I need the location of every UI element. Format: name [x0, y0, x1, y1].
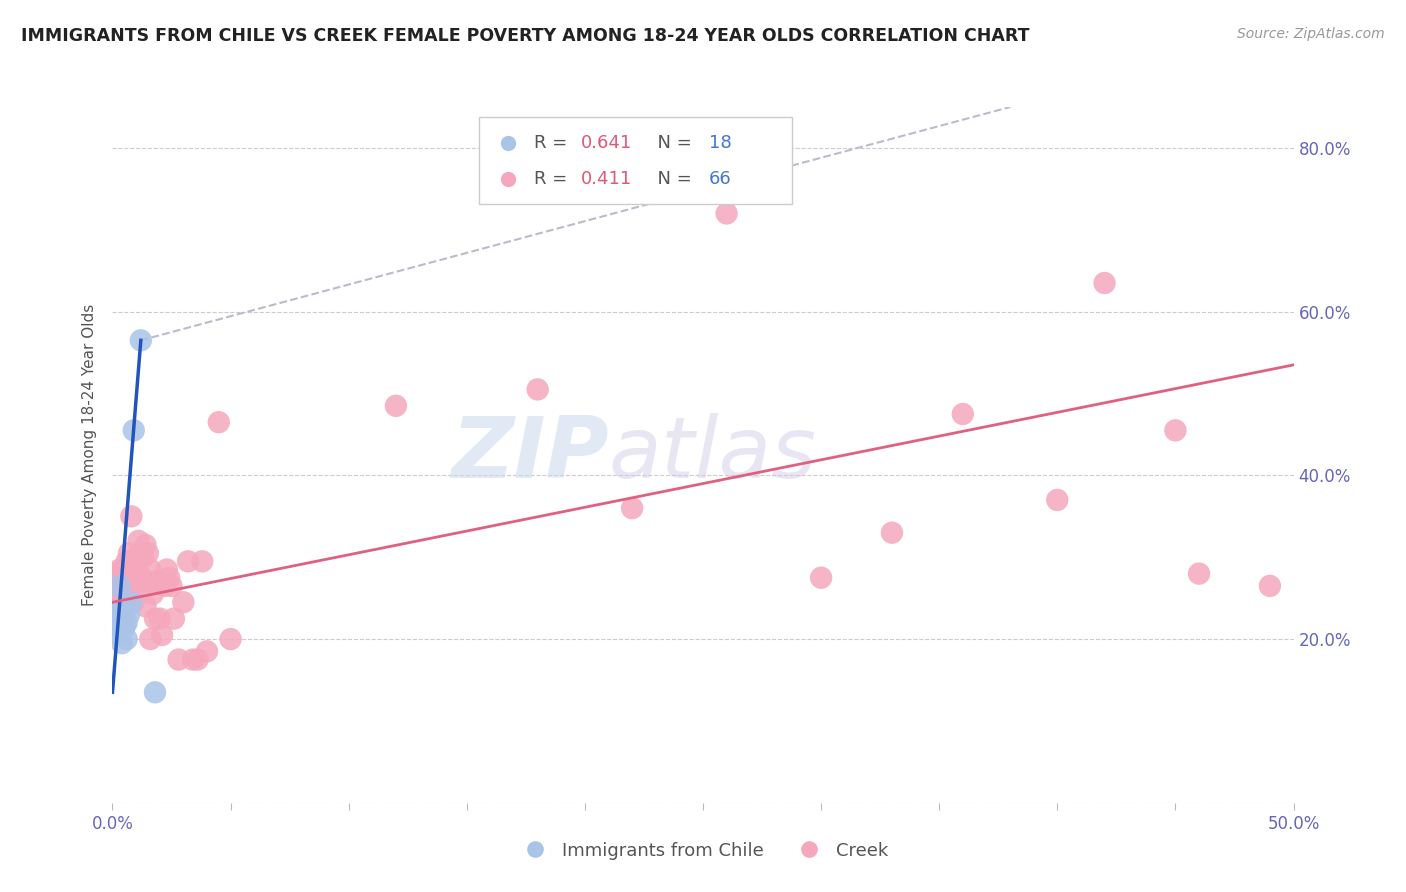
Point — [111, 615, 134, 630]
Point — [132, 550, 155, 565]
Point — [1188, 566, 1211, 581]
Point — [118, 607, 141, 622]
Point — [112, 607, 135, 622]
Point — [172, 595, 194, 609]
Point — [115, 615, 138, 630]
Point — [125, 574, 148, 589]
Point — [129, 546, 152, 560]
Point — [160, 579, 183, 593]
Point — [111, 595, 134, 609]
Point — [143, 612, 166, 626]
Point — [129, 334, 152, 348]
Point — [122, 423, 145, 437]
Point — [120, 595, 142, 609]
Text: 18: 18 — [709, 134, 731, 152]
Point — [115, 574, 138, 589]
Point — [208, 415, 231, 429]
Point — [118, 546, 141, 560]
Point — [136, 546, 159, 560]
Point — [120, 587, 142, 601]
Point — [108, 587, 131, 601]
Point — [153, 579, 176, 593]
Point — [1258, 579, 1281, 593]
Point — [135, 538, 157, 552]
Point — [115, 554, 138, 568]
Point — [108, 562, 131, 576]
Point — [139, 562, 162, 576]
Point — [880, 525, 903, 540]
Point — [163, 612, 186, 626]
Point — [150, 628, 173, 642]
Point — [125, 550, 148, 565]
FancyBboxPatch shape — [478, 118, 792, 204]
Text: R =: R = — [534, 134, 574, 152]
Point — [104, 587, 127, 601]
Point — [104, 603, 127, 617]
Point — [105, 612, 128, 626]
Point — [115, 595, 138, 609]
Point — [621, 501, 644, 516]
Point — [157, 571, 180, 585]
Text: N =: N = — [647, 134, 697, 152]
Text: IMMIGRANTS FROM CHILE VS CREEK FEMALE POVERTY AMONG 18-24 YEAR OLDS CORRELATION : IMMIGRANTS FROM CHILE VS CREEK FEMALE PO… — [21, 27, 1029, 45]
Point — [127, 566, 149, 581]
Point — [118, 591, 141, 606]
Text: atlas: atlas — [609, 413, 817, 497]
Point — [120, 562, 142, 576]
Point — [385, 399, 408, 413]
Text: 0.641: 0.641 — [581, 134, 633, 152]
Point — [105, 566, 128, 581]
Legend: Immigrants from Chile, Creek: Immigrants from Chile, Creek — [510, 834, 896, 867]
Text: N =: N = — [647, 170, 697, 188]
Y-axis label: Female Poverty Among 18-24 Year Olds: Female Poverty Among 18-24 Year Olds — [82, 304, 97, 606]
Text: 66: 66 — [709, 170, 731, 188]
Point — [1046, 492, 1069, 507]
Point — [108, 628, 131, 642]
Point — [810, 571, 832, 585]
Point — [167, 652, 190, 666]
Text: ZIP: ZIP — [451, 413, 609, 497]
Point — [132, 574, 155, 589]
Point — [195, 644, 218, 658]
Point — [111, 636, 134, 650]
Point — [952, 407, 974, 421]
Point — [115, 632, 138, 646]
Point — [120, 509, 142, 524]
Point — [108, 579, 131, 593]
Point — [122, 562, 145, 576]
Text: R =: R = — [534, 170, 574, 188]
Point — [181, 652, 204, 666]
Point — [112, 587, 135, 601]
Point — [1094, 276, 1116, 290]
Point — [136, 574, 159, 589]
Point — [139, 632, 162, 646]
Point — [112, 603, 135, 617]
Text: Source: ZipAtlas.com: Source: ZipAtlas.com — [1237, 27, 1385, 41]
Point — [142, 587, 165, 601]
Point — [191, 554, 214, 568]
Point — [526, 383, 548, 397]
Point — [105, 591, 128, 606]
Point — [112, 620, 135, 634]
Point — [129, 571, 152, 585]
Point — [177, 554, 200, 568]
Point — [111, 624, 134, 638]
Point — [105, 620, 128, 634]
Point — [112, 620, 135, 634]
Point — [118, 571, 141, 585]
Point — [186, 652, 208, 666]
Point — [135, 599, 157, 614]
Point — [143, 685, 166, 699]
Point — [127, 533, 149, 548]
Point — [156, 562, 179, 576]
Point — [1164, 423, 1187, 437]
Text: 0.411: 0.411 — [581, 170, 633, 188]
Point — [122, 595, 145, 609]
Point — [149, 612, 172, 626]
Point — [716, 206, 738, 220]
Point — [219, 632, 242, 646]
Point — [111, 574, 134, 589]
Point — [146, 574, 169, 589]
Point — [112, 562, 135, 576]
